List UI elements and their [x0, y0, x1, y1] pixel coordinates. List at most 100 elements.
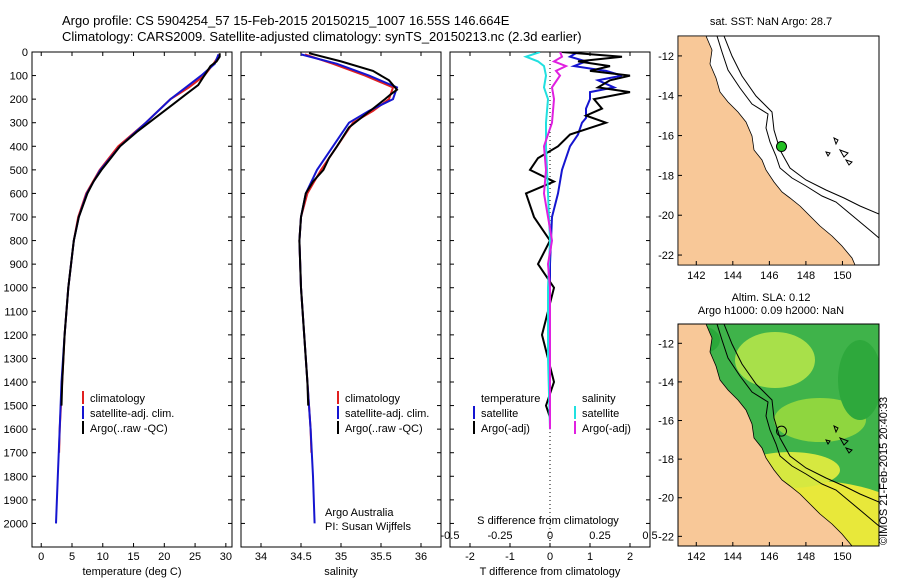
title-line-2: Climatology: CARS2009. Satellite-adjuste…: [62, 29, 582, 44]
y-tick-label: 600: [10, 188, 28, 200]
map-x-tick-label: 142: [687, 270, 705, 282]
land-mass: [678, 36, 856, 265]
island-outline: [825, 425, 853, 454]
shelf-contour: [723, 324, 879, 503]
island-outline: [825, 137, 853, 166]
sla-patch: [774, 398, 866, 442]
series-line: [549, 52, 623, 430]
map-x-tick-label: 146: [760, 270, 778, 282]
map-y-tick-label: -16: [658, 416, 674, 428]
series-line: [55, 54, 220, 524]
temperature-panel-frame: [31, 51, 233, 548]
map-y-tick-label: -16: [658, 131, 674, 143]
x-tick-label: 34: [255, 551, 267, 563]
map-y-tick-label: -18: [658, 454, 674, 466]
sst-map: sat. SST: NaN Argo: 28.7 142 144 146 148 150…: [658, 16, 880, 282]
x-tick-label: 2: [627, 551, 633, 563]
s-difference-axis-label: S difference from climatology: [477, 515, 619, 527]
map-x-tick-label: 148: [797, 551, 815, 563]
series-group: [55, 53, 221, 524]
series-line: [298, 52, 399, 406]
legend-satellite-label: satellite-adj. clim.: [345, 408, 429, 420]
map-x-tick-label: 144: [724, 270, 742, 282]
series-line: [523, 52, 552, 430]
x-tick-label: -1: [505, 551, 515, 563]
difference-legend: temperature satellite Argo(-adj) salinit…: [473, 393, 631, 527]
sst-map-title: sat. SST: NaN Argo: 28.7: [710, 16, 832, 28]
imos-watermark: ©IMOS 21-Feb-2015 20:40:33: [878, 396, 890, 545]
y-tick-label: 800: [10, 236, 28, 248]
x-tick-label: 0: [38, 551, 44, 563]
salinity-legend: climatology satellite-adj. clim. Argo(..…: [325, 391, 429, 533]
y-tick-label: 1700: [4, 448, 28, 460]
y-tick-label: 1600: [4, 424, 28, 436]
sla-patch: [735, 332, 815, 388]
x-tick-label: 0: [547, 551, 553, 563]
argo-float-marker: [775, 141, 787, 153]
x-axis-label: T difference from climatology: [480, 566, 621, 578]
y-tick-label: 1000: [4, 283, 28, 295]
y-tick-label: 400: [10, 141, 28, 153]
x-axis-label: temperature (deg C): [82, 566, 181, 578]
y-tick-label: 1900: [4, 495, 28, 507]
sla-patch: [838, 340, 879, 420]
y-tick-label: 1400: [4, 377, 28, 389]
legend-s-argo-label: Argo(-adj): [582, 423, 631, 435]
reef-contour: [716, 36, 879, 239]
x-tick-label: 10: [97, 551, 109, 563]
sla-field: [678, 324, 879, 546]
legend-temperature-heading: temperature: [481, 393, 540, 405]
sla-map-title-2: Argo h1000: 0.09 h2000: NaN: [698, 305, 844, 317]
map-y-tick-label: -20: [658, 493, 674, 505]
map-y-tick-label: -22: [658, 250, 674, 262]
temperature-legend: climatology satellite-adj. clim. Argo(..…: [82, 391, 174, 435]
x-axis-label: salinity: [324, 566, 358, 578]
y-tick-label: 2000: [4, 518, 28, 530]
y-tick-label: 0: [22, 47, 28, 59]
map-y-tick-label: -20: [658, 210, 674, 222]
y-tick-label: 1500: [4, 401, 28, 413]
series-line: [60, 53, 221, 406]
y-tick-label: 300: [10, 118, 28, 130]
map-x-tick-label: 150: [833, 551, 851, 563]
y-tick-label: 1800: [4, 471, 28, 483]
series-group: [523, 52, 631, 430]
sla-map: Altim. SLA: 0.12 Argo h1000: 0.09 h2000:…: [658, 292, 880, 563]
top-x-tick-label: -0.25: [487, 530, 512, 542]
x-tick-label: 36: [415, 551, 427, 563]
sla-map-title-1: Altim. SLA: 0.12: [732, 292, 811, 304]
y-tick-label: 1100: [4, 306, 28, 318]
sla-map-frame: [677, 323, 880, 547]
map-y-tick-label: -14: [658, 377, 674, 389]
x-tick-label: 25: [189, 551, 201, 563]
legend-climatology-label: climatology: [345, 393, 401, 405]
map-y-tick-label: -14: [658, 91, 674, 103]
y-tick-label: 700: [10, 212, 28, 224]
map-y-tick-label: -22: [658, 531, 674, 543]
map-y-tick-label: -12: [658, 338, 674, 350]
argo-float-marker: [775, 425, 787, 437]
y-tick-label: 200: [10, 94, 28, 106]
map-x-tick-label: 146: [760, 551, 778, 563]
map-x-tick-label: 148: [797, 270, 815, 282]
top-x-tick-label: -0.5: [441, 530, 460, 542]
y-tick-label: 1300: [4, 353, 28, 365]
map-y-tick-label: -12: [658, 51, 674, 63]
title-line-1: Argo profile: CS 5904254_57 15-Feb-2015 …: [62, 13, 510, 28]
legend-argo-label: Argo(..raw -QC): [345, 423, 423, 435]
series-line: [542, 52, 569, 430]
map-x-tick-label: 150: [833, 270, 851, 282]
x-tick-label: 34.5: [290, 551, 311, 563]
x-tick-label: 20: [158, 551, 170, 563]
top-x-tick-label: 0.25: [589, 530, 610, 542]
reef-contour: [716, 324, 879, 527]
legend-s-satellite-label: satellite: [582, 408, 619, 420]
legend-argo-label: Argo(..raw -QC): [90, 423, 168, 435]
salinity-panel-frame: [240, 51, 442, 548]
x-tick-label: 35: [335, 551, 347, 563]
series-group: [298, 52, 399, 524]
map-x-tick-label: 142: [687, 551, 705, 563]
top-x-tick-label: 0.5: [642, 530, 657, 542]
x-tick-label: 35.5: [370, 551, 391, 563]
